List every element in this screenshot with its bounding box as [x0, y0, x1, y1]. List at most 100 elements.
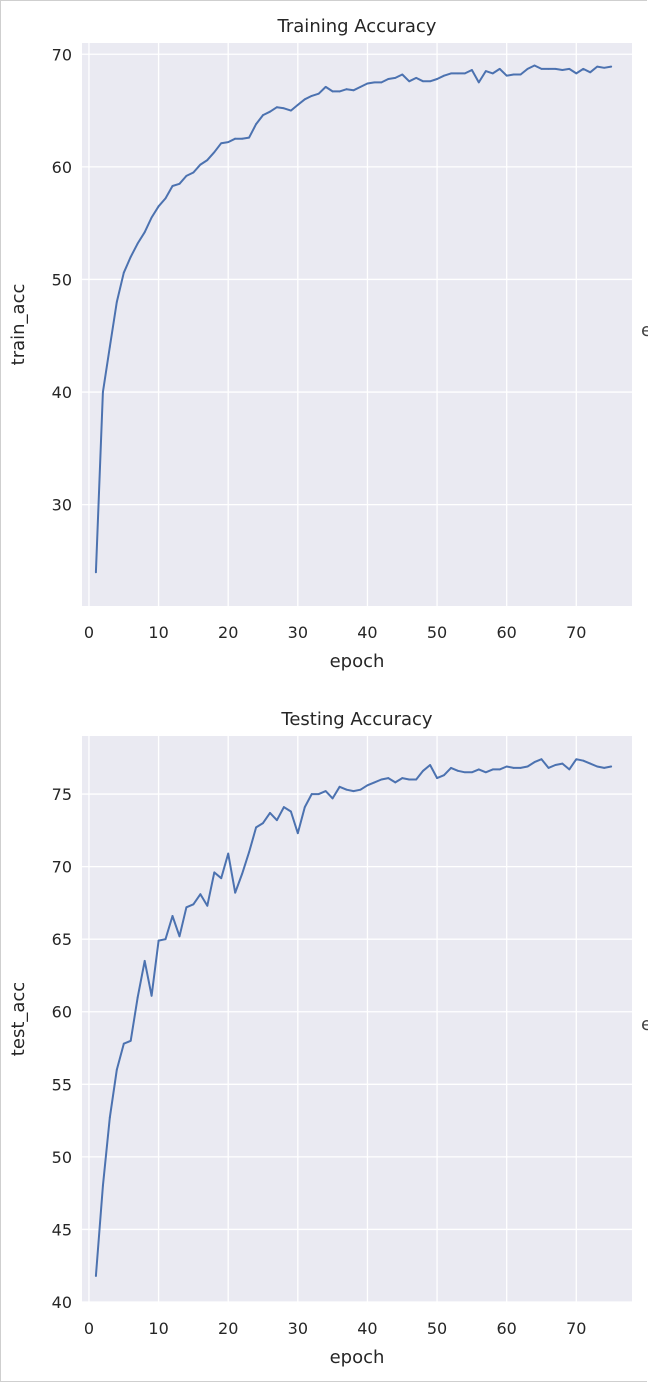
data-point [150, 216, 153, 219]
data-point [547, 767, 550, 769]
data-point [192, 903, 195, 906]
data-point [136, 996, 139, 999]
data-point [582, 759, 585, 762]
data-point [547, 67, 550, 70]
data-point [227, 852, 230, 855]
data-point [512, 767, 515, 769]
data-point [185, 906, 188, 909]
data-point [338, 785, 341, 788]
data-point [122, 1042, 125, 1045]
data-point [248, 851, 250, 854]
data-point [157, 205, 160, 208]
data-point [422, 80, 425, 83]
y-tick-label: 50 [52, 1148, 72, 1167]
data-point [366, 784, 369, 787]
data-point [101, 1184, 104, 1187]
y-tick-label: 60 [52, 158, 72, 177]
data-point [484, 70, 487, 73]
data-point [477, 81, 480, 84]
data-point [115, 1068, 118, 1071]
data-point [561, 69, 564, 71]
data-point [491, 768, 494, 771]
data-point [589, 71, 592, 74]
y-tick-label: 65 [52, 930, 72, 949]
data-point [387, 78, 390, 80]
data-point [248, 136, 250, 139]
data-point [477, 768, 480, 771]
y-tick-label: 75 [52, 785, 72, 804]
x-tick-label: 70 [566, 1319, 586, 1338]
x-tick-label: 10 [148, 623, 168, 642]
y-tick-label: 45 [52, 1220, 72, 1239]
data-point [108, 346, 111, 348]
data-point [255, 826, 257, 829]
data-point [359, 788, 362, 791]
chart-title: Training Accuracy [277, 16, 437, 37]
data-point [554, 67, 557, 70]
data-point [289, 109, 292, 112]
data-point [199, 893, 202, 896]
chart-title: Testing Accuracy [280, 709, 433, 730]
data-point [282, 107, 285, 110]
data-point [276, 819, 278, 822]
y-tick-label: 30 [52, 496, 72, 515]
data-point [533, 761, 536, 764]
data-point [491, 72, 494, 75]
data-point [129, 1039, 132, 1042]
data-point [234, 137, 237, 140]
x-tick-label: 0 [84, 1319, 94, 1338]
data-point [498, 768, 501, 771]
data-point [575, 72, 578, 75]
x-tick-label: 50 [427, 623, 447, 642]
data-point [95, 571, 97, 574]
data-point [401, 73, 404, 76]
data-point [561, 762, 564, 765]
data-point [526, 67, 529, 70]
data-point [422, 769, 425, 772]
data-point [575, 758, 578, 761]
plot-background [82, 736, 632, 1302]
data-point [610, 765, 613, 768]
data-point [519, 767, 522, 769]
data-point [345, 88, 348, 91]
data-point [227, 141, 230, 143]
data-point [359, 86, 362, 88]
data-point [429, 80, 432, 83]
x-axis-label: epoch [330, 1347, 385, 1368]
data-point [289, 810, 292, 813]
data-point [533, 64, 536, 67]
data-point [498, 67, 501, 70]
data-point [122, 271, 125, 274]
data-point [415, 778, 418, 781]
data-point [457, 72, 459, 75]
data-point [345, 788, 348, 791]
data-point [143, 960, 146, 962]
x-tick-label: 70 [566, 623, 586, 642]
data-point [394, 77, 397, 79]
data-point [129, 256, 132, 258]
data-point [568, 768, 571, 771]
data-point [185, 174, 188, 177]
data-point [450, 767, 452, 769]
data-point [373, 781, 376, 784]
data-point [213, 871, 216, 874]
data-point [164, 938, 167, 941]
data-point [192, 171, 195, 174]
y-tick-label: 70 [52, 858, 72, 877]
data-point [101, 391, 104, 393]
data-point [310, 95, 313, 97]
data-point [269, 110, 271, 113]
data-point [596, 765, 599, 768]
testing-accuracy-chart: 0 10 20 30 40 50 60 70 40 45 50 55 60 65 70 75 Testing A… [8, 709, 632, 1368]
data-point [282, 806, 285, 809]
y-tick-label: 50 [52, 270, 72, 289]
data-point [157, 939, 160, 942]
data-point [255, 123, 257, 125]
data-point [324, 86, 327, 88]
data-point [310, 793, 313, 795]
data-point [352, 89, 355, 92]
data-point [596, 65, 599, 68]
y-tick-label: 60 [52, 1003, 72, 1022]
data-point [338, 90, 341, 93]
